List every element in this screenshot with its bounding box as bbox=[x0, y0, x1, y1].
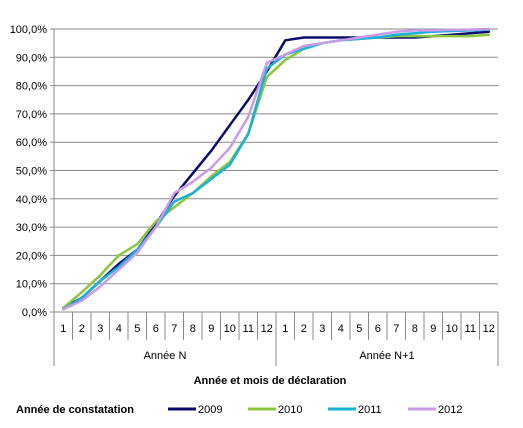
x-tick-label: 11 bbox=[243, 323, 254, 335]
x-tick-label: 2 bbox=[301, 323, 307, 335]
x-tick-label: 3 bbox=[319, 323, 325, 335]
y-tick-label: 40,0% bbox=[16, 194, 47, 206]
x-group-label: Année N+1 bbox=[359, 350, 414, 362]
x-tick-label: 6 bbox=[153, 323, 159, 335]
x-tick-label: 12 bbox=[261, 323, 273, 335]
x-tick-label: 3 bbox=[97, 323, 103, 335]
y-tick-label: 80,0% bbox=[16, 81, 47, 93]
series-line-2012 bbox=[62, 27, 491, 311]
x-tick-label: 7 bbox=[171, 323, 177, 335]
series-lines bbox=[62, 27, 491, 311]
x-tick-label: 11 bbox=[465, 323, 476, 335]
legend: Année de constatation 2009 2010 2011 2012 bbox=[16, 404, 462, 416]
x-tick-label: 2 bbox=[79, 323, 85, 335]
x-tick-label: 5 bbox=[356, 323, 362, 335]
x-tick-label: 8 bbox=[412, 323, 418, 335]
y-tick-label: 60,0% bbox=[16, 137, 47, 149]
x-group-label: Année N bbox=[144, 350, 187, 362]
y-tick-label: 30,0% bbox=[16, 222, 47, 234]
series-line-2010 bbox=[62, 33, 491, 310]
series-line-2009 bbox=[62, 30, 491, 310]
x-axis-title: Année et mois de déclaration bbox=[194, 375, 347, 387]
x-tick-label: 6 bbox=[375, 323, 381, 335]
y-tick-label: 50,0% bbox=[16, 166, 47, 178]
y-tick-label: 70,0% bbox=[16, 109, 47, 121]
y-tick-label: 0,0% bbox=[22, 307, 47, 319]
legend-label-2011: 2011 bbox=[358, 404, 382, 416]
x-tick-label: 1 bbox=[282, 323, 288, 335]
y-axis: 0,0% 10,0% 20,0% 30,0% 40,0% 50,0% 60,0% 70,0% 8… bbox=[10, 24, 55, 319]
y-tick-label: 10,0% bbox=[16, 279, 47, 291]
x-tick-label: 9 bbox=[430, 323, 436, 335]
y-tick-label: 100,0% bbox=[10, 24, 48, 36]
x-tick-label: 9 bbox=[208, 323, 214, 335]
x-tick-label: 5 bbox=[134, 323, 140, 335]
y-tick-label: 90,0% bbox=[16, 52, 47, 64]
series-line-2011 bbox=[62, 28, 491, 311]
x-tick-label: 10 bbox=[446, 323, 458, 335]
x-tick-label: 7 bbox=[393, 323, 399, 335]
x-tick-label: 10 bbox=[224, 323, 236, 335]
legend-label-2010: 2010 bbox=[278, 404, 302, 416]
x-tick-label: 4 bbox=[116, 323, 122, 335]
legend-label-2012: 2012 bbox=[438, 404, 462, 416]
legend-title: Année de constatation bbox=[16, 404, 134, 416]
x-tick-label: 12 bbox=[483, 323, 495, 335]
x-tick-label: 4 bbox=[338, 323, 344, 335]
y-tick-label: 20,0% bbox=[16, 250, 47, 262]
x-tick-label: 1 bbox=[60, 323, 66, 335]
legend-label-2009: 2009 bbox=[198, 404, 222, 416]
x-tick-label: 8 bbox=[190, 323, 196, 335]
